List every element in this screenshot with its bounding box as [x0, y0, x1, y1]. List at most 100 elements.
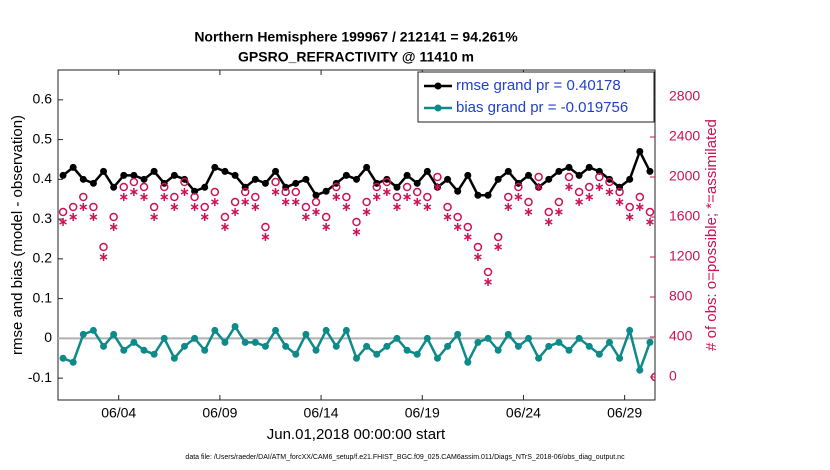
y2-tick-label: 1600: [669, 208, 700, 224]
point: [352, 228, 361, 236]
point: [251, 175, 259, 183]
point: [545, 342, 553, 350]
point: [200, 202, 209, 212]
point: [220, 212, 230, 222]
point: [493, 232, 503, 242]
point: [483, 267, 493, 277]
footnote: data file: /Users/raeder/DAI/ATM_forcXX/…: [185, 454, 625, 461]
point: [150, 213, 158, 221]
point: [453, 212, 462, 222]
point: [251, 203, 260, 211]
point: [109, 223, 118, 231]
point: [69, 213, 78, 221]
point: [139, 182, 149, 192]
point: [292, 179, 300, 187]
point: [555, 208, 563, 216]
y-tick-label: 0.5: [33, 130, 53, 146]
point: [89, 326, 97, 334]
point: [190, 203, 199, 211]
point: [605, 177, 614, 187]
point: [261, 222, 270, 232]
y-tick-label: 0.1: [33, 289, 53, 305]
y2-tick-label: 2400: [669, 128, 700, 144]
point: [625, 202, 634, 212]
y2-tick-label: 800: [669, 288, 693, 304]
point: [382, 177, 392, 187]
point: [160, 334, 168, 342]
point: [402, 182, 412, 192]
point: [231, 171, 239, 179]
point: [149, 202, 159, 212]
point: [302, 330, 310, 338]
point: [595, 350, 603, 358]
point: [494, 243, 503, 251]
point: [230, 197, 240, 207]
point: [100, 167, 108, 175]
point: [271, 188, 280, 196]
point: [221, 167, 229, 175]
point: [575, 171, 583, 179]
point: [130, 338, 138, 346]
point: [261, 179, 269, 187]
point: [69, 358, 77, 366]
point: [453, 223, 462, 231]
point: [261, 342, 269, 350]
legend-marker: [434, 104, 442, 112]
plot-area: [58, 148, 655, 382]
point: [312, 208, 320, 216]
point: [646, 167, 654, 175]
x-tick-label: 06/29: [607, 405, 642, 421]
point: [140, 175, 148, 183]
point: [595, 172, 604, 182]
point: [150, 350, 158, 358]
x-tick-label: 06/09: [202, 405, 237, 421]
point: [272, 167, 280, 175]
point: [474, 338, 482, 346]
point: [129, 177, 139, 187]
legend-box: [417, 71, 655, 123]
point: [392, 192, 402, 202]
point: [555, 167, 563, 175]
point: [494, 346, 502, 354]
point: [312, 191, 320, 199]
y-tick-label: 0.4: [33, 170, 53, 186]
point: [312, 346, 320, 354]
point: [372, 182, 381, 192]
point: [474, 253, 482, 261]
point: [454, 187, 462, 195]
point: [180, 342, 188, 350]
point: [110, 330, 118, 338]
point: [119, 182, 129, 192]
point: [514, 182, 523, 192]
point: [650, 372, 655, 382]
point: [291, 187, 301, 197]
point: [525, 334, 533, 342]
point: [170, 203, 179, 211]
point: [353, 354, 360, 362]
point: [363, 163, 371, 171]
point: [79, 175, 87, 183]
point: [544, 218, 553, 226]
point: [272, 326, 280, 334]
point: [89, 179, 97, 187]
point: [484, 191, 492, 199]
point: [383, 342, 391, 350]
point: [311, 197, 321, 207]
point: [100, 342, 108, 350]
point: [302, 213, 310, 221]
point: [191, 334, 199, 342]
point: [616, 354, 624, 362]
point: [393, 203, 401, 211]
point: [514, 342, 522, 350]
point: [170, 192, 179, 202]
y-tick-label: -0.1: [28, 369, 52, 385]
point: [444, 342, 452, 350]
x-tick-label: 06/24: [506, 405, 541, 421]
point: [524, 208, 533, 216]
point: [494, 175, 502, 183]
point: [645, 207, 655, 217]
point: [221, 338, 229, 346]
point: [403, 346, 411, 354]
point: [89, 213, 98, 221]
point: [535, 354, 543, 362]
